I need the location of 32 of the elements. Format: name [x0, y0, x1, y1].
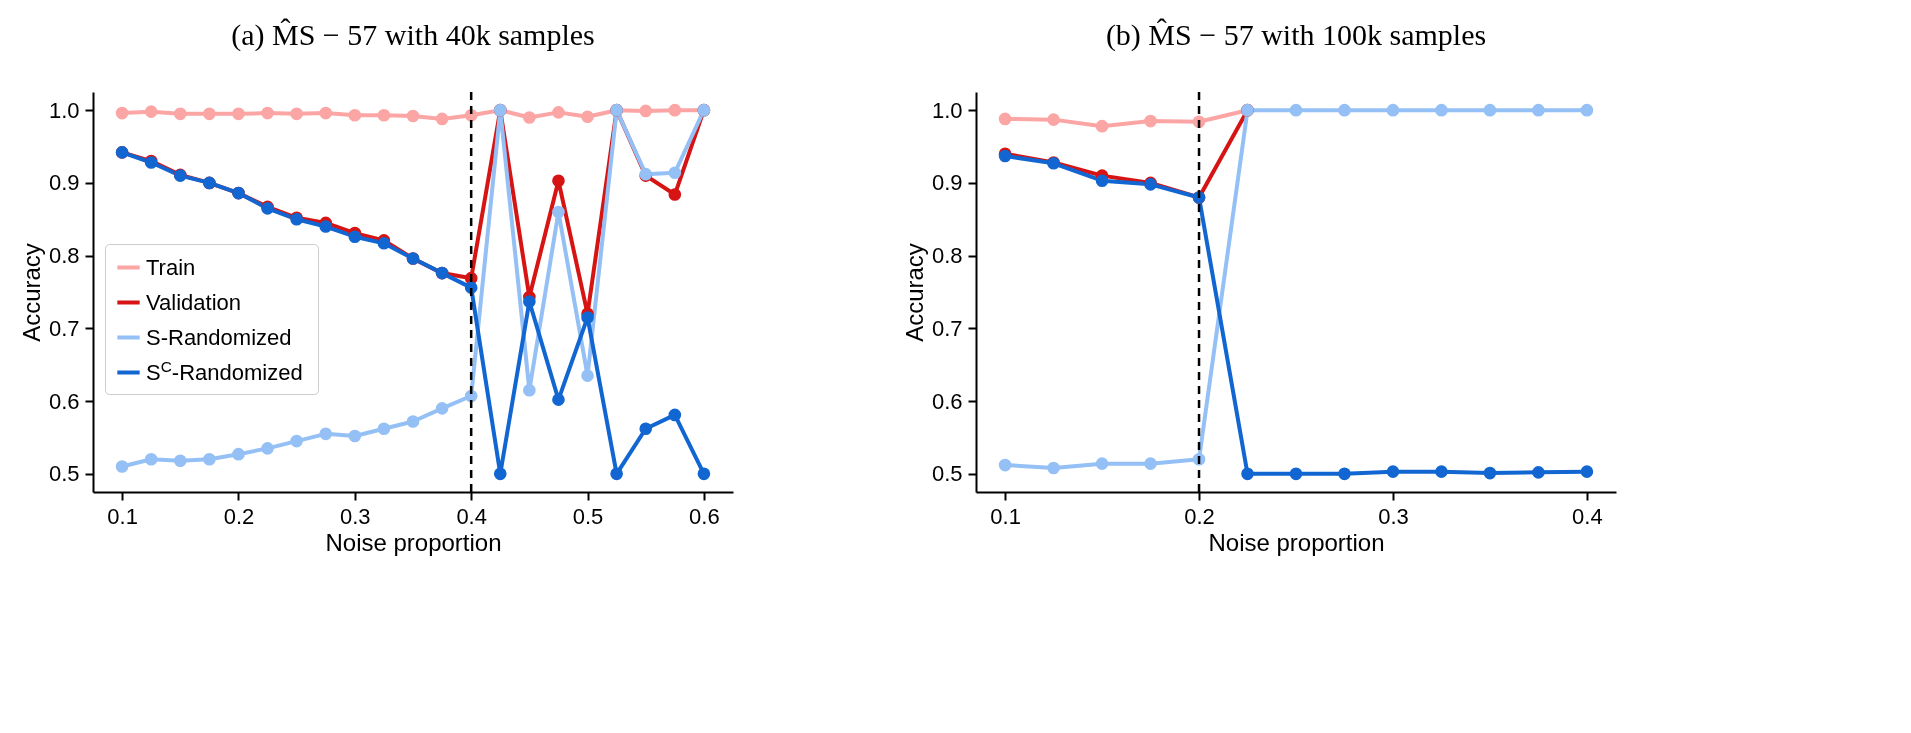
y-tick-label: 0.7	[931, 315, 963, 341]
y-tick-label: 1.0	[931, 97, 963, 123]
x-axis-title: Noise proportion	[1208, 528, 1385, 556]
y-tick-label: 0.9	[931, 170, 963, 196]
y-axis-title: Accuracy	[17, 243, 45, 342]
y-tick-label: 0.5	[48, 461, 80, 487]
chart-title: (b) M̂S − 57 with 100k samples	[1105, 17, 1487, 52]
x-tick-label: 0.4	[456, 503, 487, 529]
x-tick-label: 0.3	[1378, 503, 1409, 529]
y-tick-label: 0.6	[931, 388, 963, 414]
x-tick-label: 0.1	[990, 503, 1021, 529]
x-tick-label: 0.2	[1184, 503, 1215, 529]
legend-label: S$^{C}$-Randomized	[146, 357, 303, 385]
y-tick-label: 0.8	[48, 243, 80, 269]
y-tick-label: 0.8	[931, 243, 963, 269]
x-tick-label: 0.1	[107, 503, 138, 529]
y-tick-label: 1.0	[48, 97, 80, 123]
y-tick-label: 0.7	[48, 315, 80, 341]
chart-title: (a) M̂S − 57 with 40k samples	[231, 17, 595, 52]
y-tick-label: 0.9	[48, 170, 80, 196]
x-tick-label: 0.5	[572, 503, 604, 529]
x-tick-label: 0.4	[1572, 503, 1603, 529]
x-axis-title: Noise proportion	[325, 528, 502, 556]
y-tick-label: 0.6	[48, 388, 80, 414]
x-tick-label: 0.2	[223, 503, 255, 529]
legend-label: S-Randomized	[146, 324, 292, 350]
legend-label: Train	[146, 254, 196, 280]
legend-label: Validation	[146, 289, 241, 315]
y-tick-label: 0.5	[931, 461, 963, 487]
x-tick-label: 0.3	[340, 503, 371, 529]
x-tick-label: 0.6	[689, 503, 720, 529]
y-axis-title: Accuracy	[900, 243, 928, 342]
